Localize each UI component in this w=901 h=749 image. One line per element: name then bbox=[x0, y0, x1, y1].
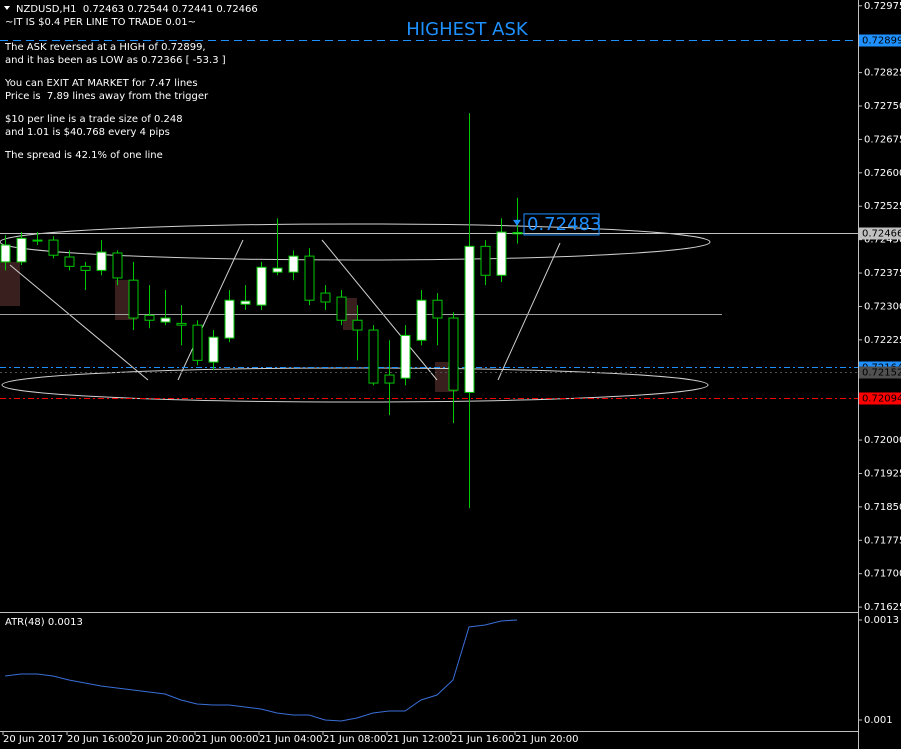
price-lines bbox=[0, 40, 858, 399]
candle-body bbox=[368, 329, 379, 384]
price-label: 0.72152 bbox=[862, 368, 901, 379]
info-line: $10 per line is a trade size of 0.248 bbox=[5, 114, 183, 125]
info-line: You can EXIT AT MARKET for 7.47 lines bbox=[4, 78, 198, 89]
x-tick-label: 21 Jun 12:00 bbox=[387, 734, 451, 745]
candle-body bbox=[512, 232, 523, 235]
ellipse-object bbox=[0, 223, 711, 261]
y-tick-label: 0.72975 bbox=[864, 1, 901, 12]
overlay: NZDUSD,H1 0.72463 0.72544 0.72441 0.7246… bbox=[4, 4, 601, 628]
y-tick-label: 0.72525 bbox=[864, 201, 901, 212]
atr-title: ATR(48) 0.0013 bbox=[5, 617, 83, 628]
ask-marker bbox=[513, 219, 521, 226]
x-tick-label: 20 Jun 2017 bbox=[3, 734, 63, 745]
x-tick-label: 20 Jun 20:00 bbox=[131, 734, 195, 745]
atr-y-tick-label: 0.0013 bbox=[864, 615, 899, 626]
candle-body bbox=[48, 239, 59, 256]
trend-line bbox=[321, 239, 438, 381]
menu-arrow bbox=[4, 6, 10, 10]
x-tick-label: 20 Jun 16:00 bbox=[67, 734, 131, 745]
candle-body bbox=[320, 292, 331, 303]
y-tick-label: 0.72225 bbox=[864, 335, 901, 346]
candle-body bbox=[400, 334, 411, 379]
y-tick-label: 0.71925 bbox=[864, 468, 901, 479]
info-line: and it has been as LOW as 0.72366 [ -53.… bbox=[5, 55, 226, 66]
info-line: and 1.01 is $40.768 every 4 pips bbox=[5, 127, 170, 138]
x-tick-label: 21 Jun 00:00 bbox=[195, 734, 259, 745]
atr-y-tick-label: 0.001 bbox=[864, 715, 893, 726]
chart-subtitle: ~IT IS $0.4 PER LINE TO TRADE 0.01~ bbox=[5, 17, 196, 28]
y-tick-label: 0.72675 bbox=[864, 134, 901, 145]
x-tick-label: 21 Jun 16:00 bbox=[451, 734, 515, 745]
y-tick-label: 0.71775 bbox=[864, 535, 901, 546]
candle-body bbox=[176, 322, 187, 326]
trend-line bbox=[9, 264, 149, 381]
candle-body bbox=[32, 239, 43, 242]
price-label-box bbox=[859, 34, 901, 47]
candle-body bbox=[304, 255, 315, 301]
x-tick-label: 21 Jun 04:00 bbox=[259, 734, 323, 745]
candle-body bbox=[64, 256, 75, 267]
ask-label: 0.72483 bbox=[527, 214, 601, 235]
candle-body bbox=[336, 296, 347, 321]
x-tick-label: 21 Jun 08:00 bbox=[323, 734, 387, 745]
candle-body bbox=[432, 299, 443, 319]
chart-title: NZDUSD,H1 0.72463 0.72544 0.72441 0.7246… bbox=[16, 4, 258, 15]
candle-body bbox=[496, 231, 507, 276]
shade-block bbox=[0, 262, 20, 306]
candle-body bbox=[224, 299, 235, 339]
candle-body bbox=[256, 266, 267, 306]
candle-body bbox=[160, 317, 171, 323]
candle-body bbox=[352, 319, 363, 331]
trend-line bbox=[177, 239, 244, 381]
info-line: The ASK reversed at a HIGH of 0.72899, bbox=[4, 42, 206, 53]
candle-body bbox=[240, 300, 251, 305]
candle-body bbox=[128, 279, 139, 319]
y-tick-label: 0.72375 bbox=[864, 268, 901, 279]
candle-body bbox=[448, 317, 459, 391]
price-label-box bbox=[859, 227, 901, 240]
candle-body bbox=[80, 265, 91, 271]
candle-body bbox=[192, 324, 203, 361]
highest-ask-label: HIGHEST ASK bbox=[406, 19, 529, 40]
price-label: 0.72466 bbox=[862, 229, 901, 240]
y-tick-label: 0.72825 bbox=[864, 68, 901, 79]
y-tick-label: 0.71625 bbox=[864, 602, 901, 613]
info-line: The spread is 42.1% of one line bbox=[4, 150, 163, 161]
candle-body bbox=[112, 252, 123, 279]
candle-body bbox=[0, 244, 11, 263]
price-label-box bbox=[859, 366, 901, 379]
candle-body bbox=[288, 255, 299, 273]
candle-body bbox=[96, 251, 107, 271]
candles bbox=[0, 113, 523, 509]
candle-body bbox=[384, 374, 395, 384]
ask-label-box bbox=[523, 213, 600, 236]
price-label: 0.72094 bbox=[862, 394, 901, 405]
atr-line bbox=[4, 619, 518, 722]
trend-line bbox=[497, 242, 561, 381]
price-label: 0.72899 bbox=[862, 36, 901, 47]
price-label-box bbox=[859, 392, 901, 405]
candle-body bbox=[480, 245, 491, 276]
candle-body bbox=[464, 245, 475, 393]
candle-body bbox=[416, 299, 427, 341]
info-line: Price is 7.89 lines away from the trigge… bbox=[5, 91, 209, 102]
candle-body bbox=[272, 267, 283, 273]
ellipse-object bbox=[1, 367, 709, 403]
candle-body bbox=[208, 336, 219, 363]
candle-body bbox=[144, 314, 155, 321]
candle-body bbox=[16, 237, 27, 263]
drawing-objects bbox=[0, 223, 722, 403]
x-tick-label: 21 Jun 20:00 bbox=[515, 734, 579, 745]
